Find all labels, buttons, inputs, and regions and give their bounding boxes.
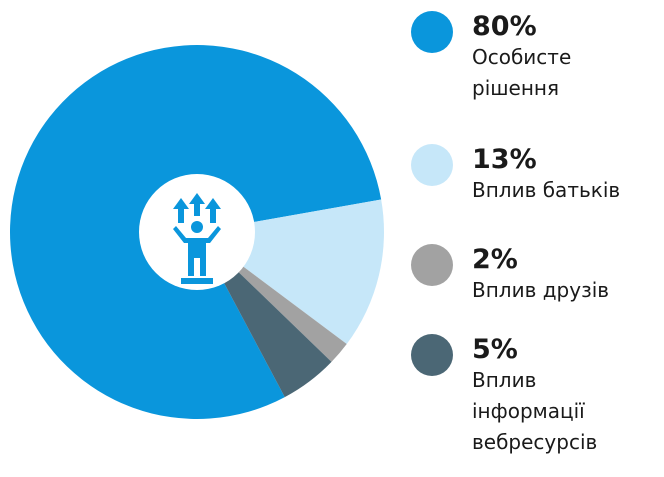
legend-item: 2% Вплив друзів (472, 245, 664, 306)
value-label: 13% (472, 144, 537, 175)
value-label: 80% (472, 11, 537, 42)
legend-swatch (411, 334, 453, 376)
legend-label: Вплив друзів (472, 278, 610, 302)
legend-label: Особисте рішення (472, 45, 572, 100)
legend-item: 13% Вплив батьків (472, 145, 664, 206)
legend-item: 80% Особисте рішення (472, 12, 607, 104)
legend-label: Вплив інформації вебресурсів (472, 368, 598, 454)
icon (173, 193, 221, 284)
legend-swatch (411, 11, 453, 53)
legend-item: 5% Вплив інформації вебресурсів (472, 335, 607, 458)
legend-label: Вплив батьків (472, 178, 621, 202)
legend-swatch (411, 244, 453, 286)
value-label: 5% (472, 334, 518, 365)
legend-swatch (411, 144, 453, 186)
value-label: 2% (472, 244, 518, 275)
